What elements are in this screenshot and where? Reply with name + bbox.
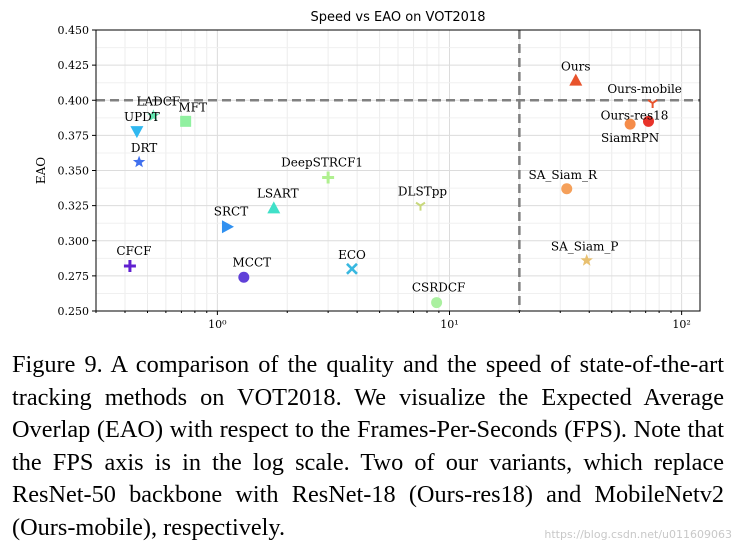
label-mcct: MCCT: [232, 255, 271, 269]
grid: [95, 29, 700, 312]
point-sa-siam-p: [580, 253, 593, 266]
y-axis-label: EAO: [34, 157, 48, 184]
point-labels: Ours Ours-mobile Ours-res18 SiamRPN SA_Siam_…: [116, 60, 681, 295]
point-ours-res18: [643, 115, 655, 127]
data-points: [123, 73, 658, 309]
label-ours: Ours: [561, 60, 590, 74]
y-tick-label: 0.350: [58, 165, 90, 178]
point-lsart: [267, 201, 281, 214]
chart-title: Speed vs EAO on VOT2018: [311, 10, 486, 25]
label-drt: DRT: [131, 141, 157, 155]
y-tick-label: 0.425: [58, 59, 90, 72]
reference-lines: [96, 30, 700, 311]
label-ours-res18: Ours-res18: [601, 108, 669, 122]
label-mft: MFT: [178, 100, 207, 114]
label-dlstpp: DLSTpp: [398, 185, 447, 199]
label-lsart: LSART: [257, 186, 299, 200]
point-eco: [346, 262, 358, 275]
label-ladcf: LADCF: [136, 95, 180, 109]
y-tick-label: 0.275: [58, 270, 90, 283]
y-tick-label: 0.325: [58, 200, 90, 213]
watermark: https://blog.csdn.net/u011609063: [544, 528, 732, 541]
label-cfcf: CFCF: [116, 244, 151, 258]
label-updt: UPDT: [124, 110, 160, 124]
point-sa-siam-r: [561, 183, 573, 195]
x-tick-label: 10⁰: [208, 318, 227, 331]
label-csrdcf: CSRDCF: [412, 281, 466, 295]
y-tick-label: 0.375: [58, 129, 90, 142]
point-ours: [569, 73, 583, 86]
point-srct: [221, 220, 234, 234]
point-ladcf: [147, 109, 160, 121]
point-drt: [132, 155, 146, 168]
point-updt: [130, 126, 144, 139]
label-ours-mobile: Ours-mobile: [607, 82, 682, 96]
x-tick-label: 10²: [672, 318, 690, 331]
y-tick-label: 0.400: [58, 94, 90, 107]
point-deepstrcf1: [322, 171, 335, 184]
y-tick-label: 0.300: [58, 235, 90, 248]
point-siamrpn: [624, 118, 636, 130]
label-sa-siam-p: SA_Siam_P: [551, 239, 619, 253]
point-cfcf: [123, 260, 136, 273]
point-mcct: [238, 271, 250, 283]
y-tick-label: 0.250: [58, 305, 90, 318]
figure-caption: Figure 9. A comparison of the quality an…: [12, 351, 724, 541]
label-siamrpn: SiamRPN: [601, 131, 659, 145]
point-dlstpp: [415, 201, 426, 211]
x-tick-label: 10¹: [440, 318, 458, 331]
point-ours-mobile: [647, 99, 658, 109]
point-csrdcf: [431, 297, 443, 309]
label-deepstrcf1: DeepSTRCF1: [281, 156, 363, 170]
label-srct: SRCT: [214, 205, 248, 219]
point-mft: [180, 115, 192, 127]
scatter-chart: 0.250 0.275 0.300 0.325 0.350 0.375 0.400 0.425…: [34, 10, 701, 331]
y-tick-label: 0.450: [58, 24, 90, 37]
label-sa-siam-r: SA_Siam_R: [528, 168, 597, 182]
label-eco: ECO: [338, 248, 366, 262]
axis-ticks: 0.250 0.275 0.300 0.325 0.350 0.375 0.400 0.425…: [58, 24, 691, 331]
